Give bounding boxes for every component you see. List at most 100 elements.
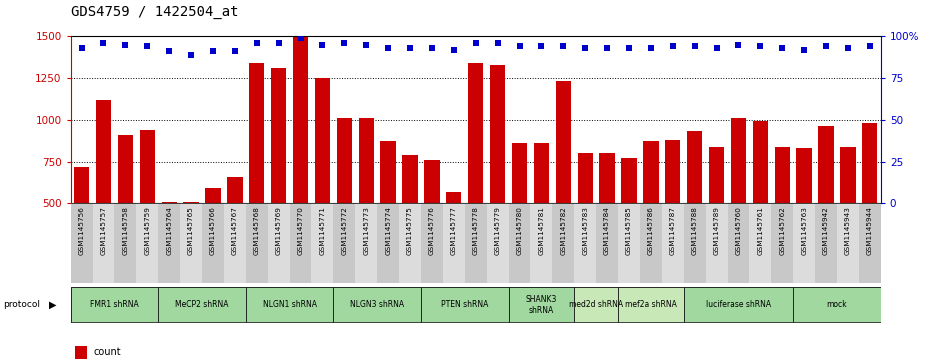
Point	[74, 45, 89, 51]
Bar	[333, 287, 421, 322]
Text: GSM1145762: GSM1145762	[779, 206, 786, 254]
Bar	[819, 126, 834, 287]
Bar	[815, 203, 837, 283]
Text: med2d shRNA: med2d shRNA	[569, 301, 624, 309]
Point	[402, 45, 417, 51]
Text: GSM1145781: GSM1145781	[539, 206, 544, 254]
Bar	[118, 135, 133, 287]
Point	[96, 40, 111, 46]
Text: GSM1145769: GSM1145769	[276, 206, 282, 254]
Bar	[137, 203, 158, 283]
Bar	[640, 203, 662, 283]
Bar	[552, 203, 575, 283]
Text: GSM1145780: GSM1145780	[516, 206, 523, 254]
Bar	[293, 36, 308, 287]
Text: GSM1145779: GSM1145779	[495, 206, 500, 254]
Text: mock: mock	[827, 301, 847, 309]
Text: GSM1145759: GSM1145759	[144, 206, 151, 254]
Bar	[424, 160, 440, 287]
Point	[425, 45, 440, 51]
Bar	[399, 203, 421, 283]
Text: GSM1145782: GSM1145782	[560, 206, 566, 254]
Bar	[227, 176, 242, 287]
Bar	[205, 188, 220, 287]
Point	[162, 48, 177, 54]
Bar	[575, 287, 618, 322]
Bar	[158, 287, 246, 322]
Text: GSM1145942: GSM1145942	[823, 206, 829, 254]
Text: GSM1145756: GSM1145756	[78, 206, 85, 254]
Point	[315, 42, 330, 48]
Point	[271, 40, 286, 46]
Bar	[684, 203, 706, 283]
Bar	[665, 140, 680, 287]
Bar	[662, 203, 684, 283]
Bar	[530, 203, 552, 283]
Text: GSM1145761: GSM1145761	[757, 206, 763, 254]
Bar	[797, 148, 812, 287]
Text: PTEN shRNA: PTEN shRNA	[441, 301, 489, 309]
Bar	[727, 203, 750, 283]
Bar	[731, 118, 746, 287]
Bar	[246, 287, 333, 322]
Bar	[114, 203, 137, 283]
Text: GSM1145763: GSM1145763	[801, 206, 807, 254]
Bar	[246, 203, 268, 283]
Point	[359, 42, 374, 48]
Text: GSM1145775: GSM1145775	[407, 206, 413, 254]
Bar	[268, 203, 289, 283]
Point	[577, 45, 593, 51]
Bar	[840, 147, 855, 287]
Point	[840, 45, 855, 51]
Bar	[771, 203, 793, 283]
Text: GSM1145767: GSM1145767	[232, 206, 238, 254]
Bar	[161, 201, 177, 287]
Text: GSM1145772: GSM1145772	[341, 206, 348, 254]
Bar	[96, 100, 111, 287]
Bar	[158, 203, 180, 283]
Point	[599, 45, 614, 51]
Point	[139, 44, 154, 49]
Point	[118, 42, 133, 48]
Bar	[249, 63, 265, 287]
Point	[490, 40, 505, 46]
Point	[862, 44, 877, 49]
Text: GSM1145758: GSM1145758	[122, 206, 128, 254]
Bar	[793, 287, 881, 322]
Text: GSM1145773: GSM1145773	[364, 206, 369, 254]
Bar	[837, 203, 859, 283]
Point	[534, 44, 549, 49]
Text: GSM1145943: GSM1145943	[845, 206, 851, 254]
Text: GSM1145765: GSM1145765	[188, 206, 194, 254]
Text: GDS4759 / 1422504_at: GDS4759 / 1422504_at	[71, 5, 238, 20]
Bar	[556, 81, 571, 287]
Text: GSM1145774: GSM1145774	[385, 206, 391, 254]
Bar	[464, 203, 487, 283]
Text: GSM1145778: GSM1145778	[473, 206, 479, 254]
Point	[556, 44, 571, 49]
Bar	[509, 287, 575, 322]
Point	[227, 48, 242, 54]
Bar	[618, 287, 684, 322]
Point	[753, 44, 768, 49]
Text: luciferase shRNA: luciferase shRNA	[706, 301, 771, 309]
Bar	[333, 203, 355, 283]
Bar	[706, 203, 727, 283]
Bar	[575, 203, 596, 283]
Bar	[534, 143, 549, 287]
Text: GSM1145789: GSM1145789	[713, 206, 720, 254]
Text: GSM1145944: GSM1145944	[867, 206, 873, 254]
Text: GSM1145776: GSM1145776	[429, 206, 435, 254]
Text: GSM1145786: GSM1145786	[648, 206, 654, 254]
Text: GSM1145770: GSM1145770	[298, 206, 303, 254]
Text: GSM1145771: GSM1145771	[319, 206, 325, 254]
Bar	[618, 203, 640, 283]
Bar	[750, 203, 771, 283]
Bar	[421, 203, 443, 283]
Bar	[71, 203, 92, 283]
Bar	[75, 346, 87, 359]
Text: mef2a shRNA: mef2a shRNA	[625, 301, 676, 309]
Point	[184, 52, 199, 58]
Point	[709, 45, 724, 51]
Point	[250, 40, 265, 46]
